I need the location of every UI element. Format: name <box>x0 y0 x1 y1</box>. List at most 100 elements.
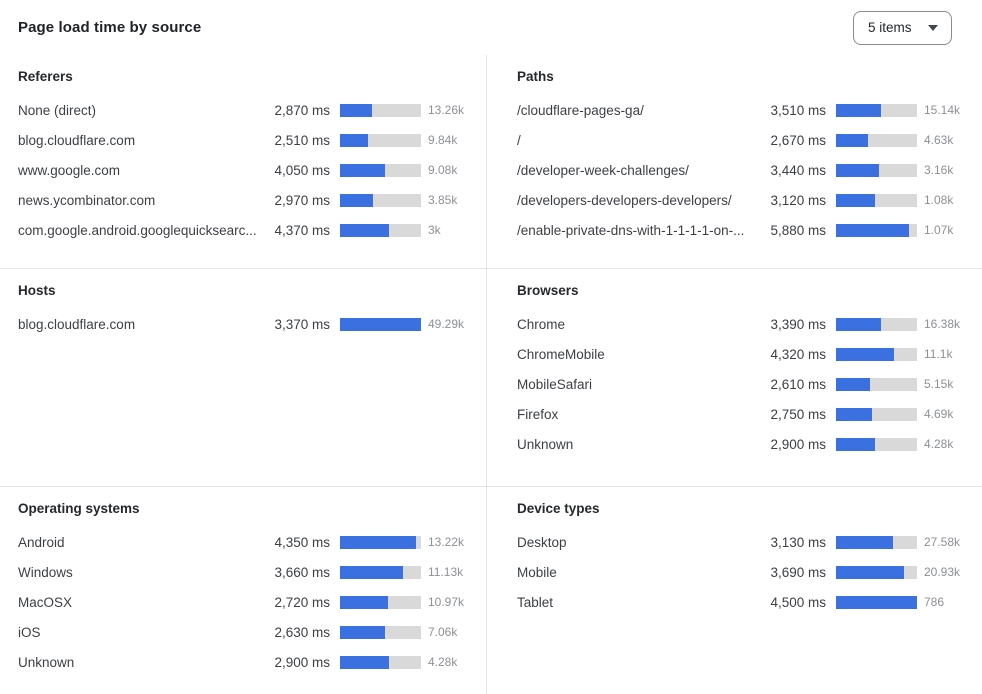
row-count: 9.84k <box>428 133 458 147</box>
row-bar-fill <box>340 223 390 237</box>
metric-row[interactable]: Android 4,350 ms 13.22k <box>18 527 474 557</box>
metric-row[interactable]: Unknown 2,900 ms 4.28k <box>517 429 970 459</box>
row-bar-fill <box>836 437 875 451</box>
row-load-time: 4,050 ms <box>274 162 330 178</box>
panel-title: Browsers <box>517 283 579 298</box>
row-count: 9.08k <box>428 163 458 177</box>
row-bar-fill <box>340 163 386 177</box>
metric-row[interactable]: Firefox 2,750 ms 4.69k <box>517 399 970 429</box>
row-bar-fill <box>836 163 879 177</box>
row-bar-fill <box>836 223 909 237</box>
row-bar-fill <box>340 535 417 549</box>
row-load-time: 2,870 ms <box>274 102 330 118</box>
row-label: Mobile <box>517 564 557 580</box>
metric-row[interactable]: Windows 3,660 ms 11.13k <box>18 557 474 587</box>
row-count: 15.14k <box>924 103 961 117</box>
metric-row[interactable]: blog.cloudflare.com 3,370 ms 49.29k <box>18 309 474 339</box>
metric-row[interactable]: www.google.com 4,050 ms 9.08k <box>18 155 474 185</box>
row-label: blog.cloudflare.com <box>18 132 136 148</box>
row-bar-track <box>836 223 917 237</box>
row-load-time: 3,370 ms <box>274 316 330 332</box>
row-bar-fill <box>836 595 917 609</box>
row-label: MobileSafari <box>517 376 593 392</box>
row-bar-fill <box>836 133 869 147</box>
row-bar-track <box>836 317 917 331</box>
metric-row[interactable]: Mobile 3,690 ms 20.93k <box>517 557 970 587</box>
row-load-time: 3,660 ms <box>274 564 330 580</box>
metric-row[interactable]: com.google.android.googlequicksearc... 4… <box>18 215 474 245</box>
row-label: Android <box>18 534 65 550</box>
row-label: /developers-developers-developers/ <box>517 192 732 208</box>
metric-row[interactable]: / 2,670 ms 4.63k <box>517 125 970 155</box>
metric-row[interactable]: Tablet 4,500 ms 786 <box>517 587 970 617</box>
metric-row[interactable]: /developer-week-challenges/ 3,440 ms 3.1… <box>517 155 970 185</box>
panel-device-types: Device types Desktop 3,130 ms 27.58k Mob… <box>486 486 982 694</box>
panel-referers: Referers None (direct) 2,870 ms 13.26k b… <box>0 55 486 268</box>
card-header: Page load time by source 5 items <box>0 0 982 55</box>
metric-row[interactable]: /developers-developers-developers/ 3,120… <box>517 185 970 215</box>
row-bar-fill <box>836 407 873 421</box>
row-bar-track <box>340 223 421 237</box>
row-bar-fill <box>340 317 421 331</box>
metric-row[interactable]: /cloudflare-pages-ga/ 3,510 ms 15.14k <box>517 95 970 125</box>
row-load-time: 4,370 ms <box>274 222 330 238</box>
row-bar-track <box>836 163 917 177</box>
metric-row[interactable]: news.ycombinator.com 2,970 ms 3.85k <box>18 185 474 215</box>
panels-grid: Referers None (direct) 2,870 ms 13.26k b… <box>0 55 982 694</box>
metric-row[interactable]: blog.cloudflare.com 2,510 ms 9.84k <box>18 125 474 155</box>
row-bar-fill <box>340 133 369 147</box>
row-load-time: 2,900 ms <box>274 654 330 670</box>
panel-title: Device types <box>517 501 600 516</box>
row-bar-track <box>340 625 421 639</box>
row-load-time: 3,120 ms <box>770 192 826 208</box>
row-bar-fill <box>836 377 871 391</box>
row-bar-track <box>836 407 917 421</box>
row-bar-track <box>836 565 917 579</box>
items-count-select[interactable]: 5 items <box>853 10 952 45</box>
row-bar-fill <box>836 103 881 117</box>
chevron-down-icon <box>928 24 938 31</box>
row-load-time: 2,630 ms <box>274 624 330 640</box>
row-count: 4.63k <box>924 133 954 147</box>
row-label: /cloudflare-pages-ga/ <box>517 102 644 118</box>
row-load-time: 3,130 ms <box>770 534 826 550</box>
row-count: 1.07k <box>924 223 954 237</box>
row-count: 4.69k <box>924 407 954 421</box>
panel-title: Hosts <box>18 283 56 298</box>
row-label: news.ycombinator.com <box>18 192 156 208</box>
metric-row[interactable]: Chrome 3,390 ms 16.38k <box>517 309 970 339</box>
row-bar-fill <box>836 193 875 207</box>
row-load-time: 3,440 ms <box>770 162 826 178</box>
row-label: Firefox <box>517 406 559 422</box>
row-load-time: 2,720 ms <box>274 594 330 610</box>
metric-row[interactable]: Desktop 3,130 ms 27.58k <box>517 527 970 557</box>
row-label: /enable-private-dns-with-1-1-1-1-on-... <box>517 222 745 238</box>
panel-title: Referers <box>18 69 73 84</box>
row-label: blog.cloudflare.com <box>18 316 136 332</box>
row-bar-fill <box>340 625 386 639</box>
row-label: Windows <box>18 564 73 580</box>
row-bar-track <box>340 103 421 117</box>
metric-row[interactable]: None (direct) 2,870 ms 13.26k <box>18 95 474 125</box>
metric-row[interactable]: ChromeMobile 4,320 ms 11.1k <box>517 339 970 369</box>
panel-paths: Paths /cloudflare-pages-ga/ 3,510 ms 15.… <box>486 55 982 268</box>
row-load-time: 2,970 ms <box>274 192 330 208</box>
row-load-time: 3,690 ms <box>770 564 826 580</box>
row-bar-track <box>836 103 917 117</box>
row-label: iOS <box>18 624 41 640</box>
metric-row[interactable]: Unknown 2,900 ms 4.28k <box>18 647 474 677</box>
panel-title: Paths <box>517 69 554 84</box>
row-bar-fill <box>340 595 388 609</box>
row-bar-track <box>836 347 917 361</box>
row-load-time: 2,510 ms <box>274 132 330 148</box>
metric-row[interactable]: MacOSX 2,720 ms 10.97k <box>18 587 474 617</box>
items-count-value: 5 items <box>868 20 912 35</box>
row-bar-track <box>836 437 917 451</box>
page-title: Page load time by source <box>18 19 202 36</box>
metric-row[interactable]: MobileSafari 2,610 ms 5.15k <box>517 369 970 399</box>
metric-row[interactable]: /enable-private-dns-with-1-1-1-1-on-... … <box>517 215 970 245</box>
row-count: 11.13k <box>428 565 464 579</box>
row-bar-fill <box>836 317 882 331</box>
metric-row[interactable]: iOS 2,630 ms 7.06k <box>18 617 474 647</box>
